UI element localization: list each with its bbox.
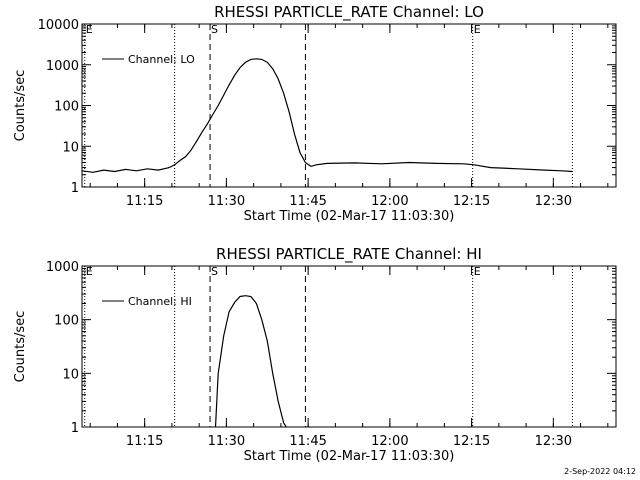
x-axis-label: Start Time (02-Mar-17 11:03:30) — [244, 209, 455, 224]
x-axis-label: Start Time (02-Mar-17 11:03:30) — [244, 449, 455, 464]
y-tick-label: 10 — [62, 367, 79, 382]
y-tick-label: 1000 — [46, 260, 79, 275]
x-tick-label: 12:15 — [453, 434, 490, 449]
marker-label: E — [86, 265, 93, 278]
x-tick-label: 11:45 — [289, 434, 326, 449]
x-tick-label: 11:15 — [126, 434, 163, 449]
x-tick-label: 12:00 — [371, 194, 408, 209]
legend-label: Channel: LO — [128, 53, 195, 66]
chart-title: RHESSI PARTICLE_RATE Channel: LO — [214, 3, 484, 22]
marker-label: E — [86, 23, 93, 36]
x-tick-label: 12:30 — [535, 434, 572, 449]
timestamp: 2-Sep-2022 04:12 — [564, 467, 636, 476]
x-tick-label: 11:30 — [208, 434, 245, 449]
x-tick-label: 11:30 — [208, 194, 245, 209]
y-tick-label: 10000 — [38, 18, 79, 33]
y-tick-label: 100 — [54, 100, 79, 115]
plot-frame — [81, 265, 617, 428]
y-tick-label: 10 — [62, 140, 79, 155]
y-tick-label: 1 — [71, 421, 79, 436]
hi-channel-panel: RHESSI PARTICLE_RATE Channel: HI 1 10 100 10… — [13, 245, 617, 464]
marker-label: E — [474, 23, 481, 36]
y-tick-label: 100 — [54, 314, 79, 329]
x-tick-label: 11:45 — [289, 194, 326, 209]
marker-label: S — [211, 23, 218, 36]
marker-label: S — [211, 265, 218, 278]
series-line — [82, 58, 573, 173]
y-tick-label: 1 — [71, 181, 79, 196]
x-tick-label: 12:00 — [371, 434, 408, 449]
y-axis-label: Counts/sec — [13, 311, 28, 383]
x-tick-label: 11:15 — [126, 194, 163, 209]
y-axis-label: Counts/sec — [13, 70, 28, 142]
legend-label: Channel: HI — [128, 295, 192, 308]
lo-channel-panel: RHESSI PARTICLE_RATE Channel: LO 1 10 100 10… — [13, 3, 617, 224]
x-tick-label: 12:30 — [535, 194, 572, 209]
series-line — [214, 295, 287, 427]
chart-title: RHESSI PARTICLE_RATE Channel: HI — [216, 245, 482, 264]
x-tick-label: 12:15 — [453, 194, 490, 209]
marker-label: E — [474, 265, 481, 278]
y-tick-label: 1000 — [46, 59, 79, 74]
